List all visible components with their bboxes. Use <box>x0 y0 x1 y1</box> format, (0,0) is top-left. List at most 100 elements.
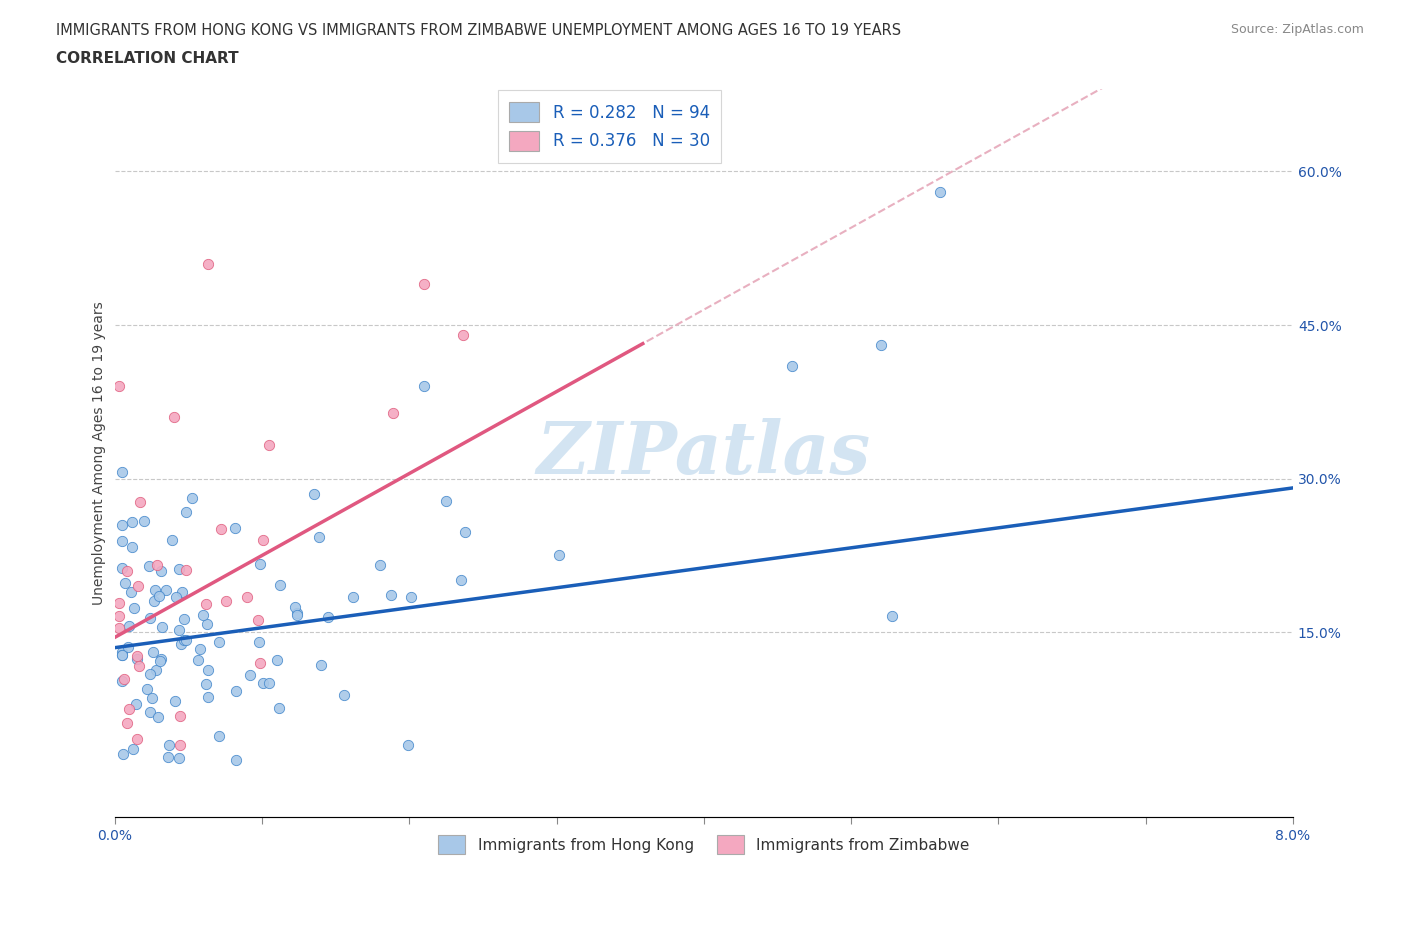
Point <box>111 645 134 660</box>
Y-axis label: Unemployment Among Ages 16 to 19 years: Unemployment Among Ages 16 to 19 years <box>93 301 107 604</box>
Point <box>236 590 259 604</box>
Text: IMMIGRANTS FROM HONG KONG VS IMMIGRANTS FROM ZIMBABWE UNEMPLOYMENT AMONG AGES 16: IMMIGRANTS FROM HONG KONG VS IMMIGRANTS … <box>56 23 901 38</box>
Point <box>111 674 134 689</box>
Point <box>170 637 193 652</box>
Point <box>160 532 183 547</box>
Point <box>146 558 169 573</box>
Point <box>118 618 141 633</box>
Point <box>284 600 307 615</box>
Point <box>247 613 270 628</box>
Point <box>174 632 197 647</box>
Point <box>173 632 195 647</box>
Point <box>396 737 419 752</box>
Point <box>118 702 141 717</box>
Point <box>780 359 803 374</box>
Point <box>454 525 477 539</box>
Point <box>111 518 134 533</box>
Legend: Immigrants from Hong Kong, Immigrants from Zimbabwe: Immigrants from Hong Kong, Immigrants fr… <box>432 830 976 860</box>
Point <box>127 652 149 667</box>
Point <box>139 667 162 682</box>
Point <box>111 747 134 762</box>
Point <box>117 640 139 655</box>
Point <box>114 575 136 590</box>
Point <box>880 608 903 623</box>
Point <box>108 621 131 636</box>
Point <box>129 495 152 510</box>
Point <box>150 652 173 667</box>
Point <box>316 609 339 624</box>
Point <box>112 671 135 686</box>
Point <box>197 690 219 705</box>
Point <box>304 486 326 501</box>
Point <box>209 522 232 537</box>
Point <box>308 529 330 544</box>
Point <box>139 610 162 625</box>
Point <box>548 548 571 563</box>
Point <box>115 715 138 730</box>
Point <box>165 590 187 604</box>
Point <box>287 605 309 620</box>
Point <box>869 339 891 353</box>
Point <box>157 737 180 752</box>
Point <box>257 437 280 452</box>
Point <box>111 534 134 549</box>
Point <box>148 710 170 724</box>
Point <box>132 514 155 529</box>
Point <box>195 677 218 692</box>
Point <box>450 573 472 588</box>
Point <box>252 533 274 548</box>
Point <box>247 635 270 650</box>
Point <box>111 647 134 662</box>
Point <box>380 588 402 603</box>
Point <box>188 642 211 657</box>
Point <box>138 559 160 574</box>
Point <box>111 648 134 663</box>
Text: CORRELATION CHART: CORRELATION CHART <box>56 51 239 66</box>
Point <box>148 589 170 604</box>
Point <box>127 648 149 663</box>
Point <box>399 589 422 604</box>
Point <box>122 742 145 757</box>
Point <box>267 700 290 715</box>
Point <box>269 578 291 592</box>
Point <box>224 521 246 536</box>
Point <box>252 676 274 691</box>
Point <box>215 593 238 608</box>
Point <box>195 617 218 631</box>
Point <box>208 728 231 743</box>
Point <box>333 687 356 702</box>
Point <box>115 564 138 578</box>
Point <box>122 600 145 615</box>
Point <box>169 737 191 752</box>
Point <box>381 405 404 420</box>
Point <box>170 584 193 599</box>
Point <box>157 750 180 764</box>
Point <box>163 694 186 709</box>
Point <box>108 595 131 610</box>
Text: ZIPatlas: ZIPatlas <box>537 418 870 488</box>
Point <box>225 684 247 698</box>
Point <box>181 490 204 505</box>
Point <box>249 656 271 671</box>
Point <box>155 582 177 597</box>
Point <box>928 184 950 199</box>
Point <box>173 612 195 627</box>
Point <box>120 585 142 600</box>
Point <box>167 623 190 638</box>
Point <box>136 682 159 697</box>
Point <box>149 654 172 669</box>
Point <box>239 668 262 683</box>
Point <box>434 494 457 509</box>
Point <box>413 379 436 394</box>
Point <box>413 276 436 291</box>
Point <box>169 751 191 765</box>
Point <box>139 705 162 720</box>
Point <box>111 561 134 576</box>
Text: Source: ZipAtlas.com: Source: ZipAtlas.com <box>1230 23 1364 36</box>
Point <box>162 410 184 425</box>
Point <box>197 662 219 677</box>
Point <box>111 465 134 480</box>
Point <box>451 327 474 342</box>
Point <box>142 593 165 608</box>
Point <box>191 608 214 623</box>
